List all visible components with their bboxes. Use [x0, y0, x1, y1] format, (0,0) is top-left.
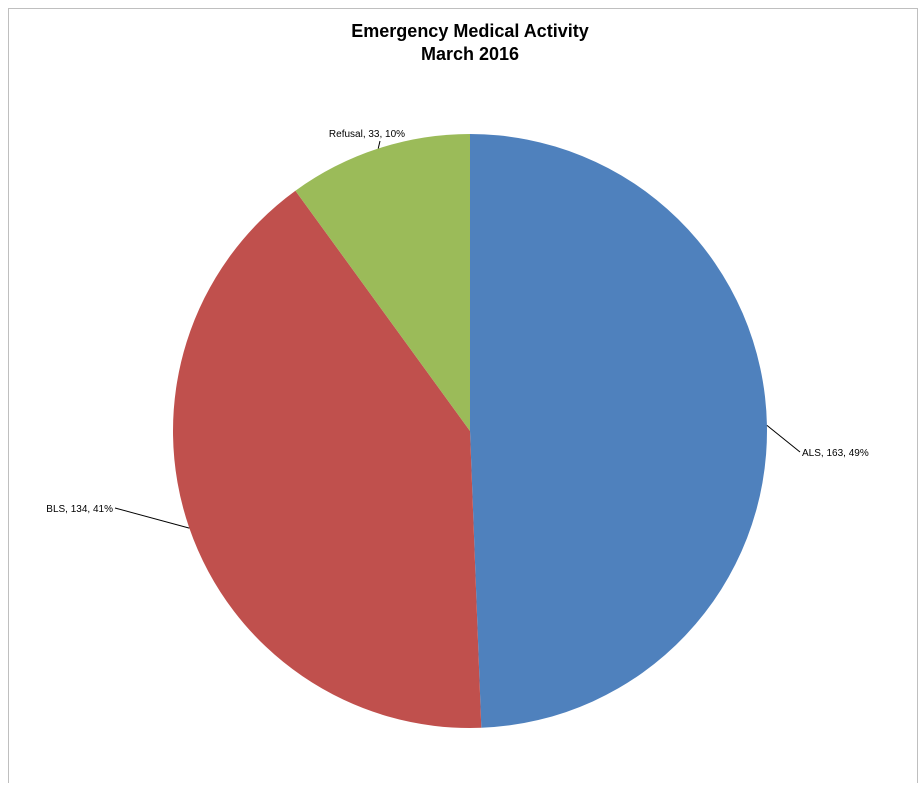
leader-line-refusal — [377, 140, 381, 149]
chart-title: Emergency Medical Activity — [351, 21, 589, 41]
leader-lines — [114, 140, 801, 529]
leader-line-als — [766, 424, 801, 453]
data-label-bls: BLS, 134, 41% — [46, 504, 113, 515]
pie-slice-als — [470, 134, 767, 728]
pie-slices — [173, 134, 767, 729]
data-label-refusal: Refusal, 33, 10% — [329, 129, 405, 140]
data-label-als: ALS, 163, 49% — [802, 448, 869, 459]
chart-subtitle: March 2016 — [420, 44, 520, 64]
chart-frame — [8, 8, 918, 783]
chart-title-block: Emergency Medical Activity March 2016 — [0, 20, 922, 66]
data-labels: ALS, 163, 49% BLS, 134, 41% Refusal, 33, 1… — [46, 129, 869, 515]
pie-slice-bls — [173, 190, 482, 729]
pie-slice-refusal — [295, 134, 470, 431]
leader-line-bls — [114, 507, 190, 529]
